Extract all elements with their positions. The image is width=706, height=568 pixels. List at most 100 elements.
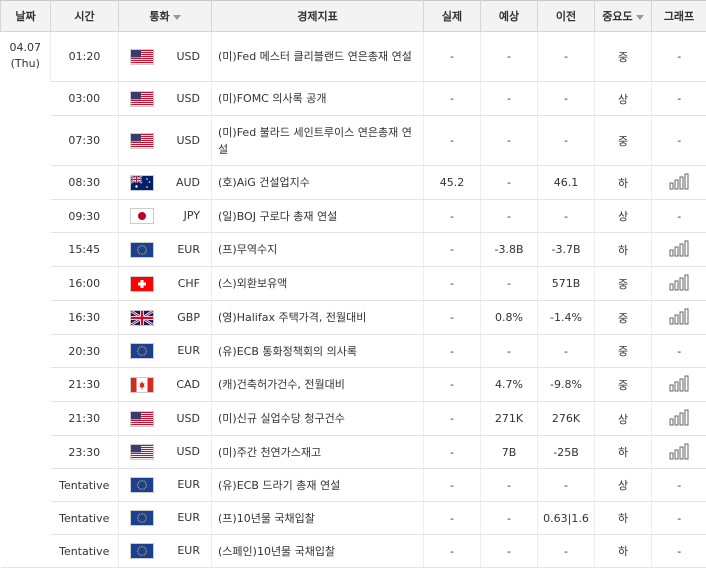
currency-cell: USD <box>119 436 212 469</box>
graph-cell: - <box>652 32 706 82</box>
previous-cell: -1.4% <box>538 301 595 335</box>
currency-cell: EUR <box>119 502 212 535</box>
currency-code: USD <box>154 92 200 105</box>
importance-dropdown-icon[interactable] <box>636 15 644 20</box>
forecast-cell: - <box>481 200 538 233</box>
currency-cell: EUR <box>119 233 212 267</box>
us-flag-icon <box>130 133 154 149</box>
importance-cell: 상 <box>595 402 652 436</box>
importance-cell: 중 <box>595 335 652 368</box>
bar-chart-icon[interactable] <box>669 172 689 193</box>
importance-cell: 하 <box>595 502 652 535</box>
indicator-cell[interactable]: (미)신규 실업수당 청구건수 <box>212 402 424 436</box>
graph-cell: - <box>652 116 706 166</box>
currency-cell: CAD <box>119 368 212 402</box>
au-flag-icon <box>130 175 154 191</box>
indicator-cell[interactable]: (스페인)10년물 국채입찰 <box>212 535 424 568</box>
actual-cell: 45.2 <box>424 166 481 200</box>
indicator-cell[interactable]: (미)Fed 메스터 클리블랜드 연은총재 연설 <box>212 32 424 82</box>
actual-cell: - <box>424 469 481 502</box>
currency-code: CHF <box>154 277 200 290</box>
currency-code: USD <box>154 412 200 425</box>
indicator-cell[interactable]: (유)ECB 통화정책회의 의사록 <box>212 335 424 368</box>
previous-cell: - <box>538 469 595 502</box>
eu-flag-icon <box>130 242 154 258</box>
actual-cell: - <box>424 368 481 402</box>
currency-dropdown-icon[interactable] <box>173 15 181 20</box>
column-header-currency[interactable]: 통화 <box>119 1 212 32</box>
bar-chart-icon[interactable] <box>669 307 689 328</box>
bar-chart-icon[interactable] <box>669 408 689 429</box>
actual-cell: - <box>424 82 481 116</box>
importance-cell: 하 <box>595 233 652 267</box>
indicator-cell[interactable]: (스)외환보유액 <box>212 267 424 301</box>
graph-cell: - <box>652 469 706 502</box>
date-day: 04.07 <box>3 40 49 56</box>
graph-cell <box>652 368 706 402</box>
previous-cell: - <box>538 82 595 116</box>
time-cell: 03:00 <box>51 82 119 116</box>
indicator-cell[interactable]: (미)FOMC 의사록 공개 <box>212 82 424 116</box>
time-cell: 09:30 <box>51 200 119 233</box>
indicator-cell[interactable]: (영)Halifax 주택가격, 전월대비 <box>212 301 424 335</box>
column-header-importance[interactable]: 중요도 <box>595 1 652 32</box>
date-cell: 04.07(Thu) <box>1 32 51 568</box>
forecast-cell: - <box>481 32 538 82</box>
indicator-cell[interactable]: (프)무역수지 <box>212 233 424 267</box>
ch-flag-icon <box>130 276 154 292</box>
currency-code: EUR <box>154 478 200 491</box>
currency-cell: JPY <box>119 200 212 233</box>
time-cell: Tentative <box>51 535 119 568</box>
column-header-time: 시간 <box>51 1 119 32</box>
indicator-cell[interactable]: (미)Fed 불라드 세인트루이스 연은총재 연설 <box>212 116 424 166</box>
bar-chart-icon[interactable] <box>669 442 689 463</box>
currency-cell: AUD <box>119 166 212 200</box>
graph-cell: - <box>652 200 706 233</box>
currency-code: GBP <box>154 311 200 324</box>
indicator-cell[interactable]: (캐)건축허가건수, 전월대비 <box>212 368 424 402</box>
graph-cell <box>652 436 706 469</box>
graph-cell: - <box>652 535 706 568</box>
forecast-cell: 271K <box>481 402 538 436</box>
indicator-cell[interactable]: (프)10년물 국채입찰 <box>212 502 424 535</box>
indicator-cell[interactable]: (미)주간 천연가스재고 <box>212 436 424 469</box>
forecast-cell: -3.8B <box>481 233 538 267</box>
bar-chart-icon[interactable] <box>669 273 689 294</box>
graph-cell <box>652 301 706 335</box>
graph-cell: - <box>652 82 706 116</box>
forecast-cell: - <box>481 166 538 200</box>
previous-cell: 0.63|1.6 <box>538 502 595 535</box>
importance-cell: 하 <box>595 535 652 568</box>
graph-cell <box>652 402 706 436</box>
column-header-previous: 이전 <box>538 1 595 32</box>
actual-cell: - <box>424 402 481 436</box>
currency-cell: CHF <box>119 267 212 301</box>
actual-cell: - <box>424 436 481 469</box>
previous-cell: -9.8% <box>538 368 595 402</box>
bar-chart-icon[interactable] <box>669 374 689 395</box>
bar-chart-icon[interactable] <box>669 239 689 260</box>
indicator-cell[interactable]: (호)AiG 건설업지수 <box>212 166 424 200</box>
indicator-cell[interactable]: (일)BOJ 구로다 총재 연설 <box>212 200 424 233</box>
previous-cell: -25B <box>538 436 595 469</box>
previous-cell: - <box>538 335 595 368</box>
forecast-cell: - <box>481 116 538 166</box>
actual-cell: - <box>424 301 481 335</box>
time-cell: 16:00 <box>51 267 119 301</box>
indicator-cell[interactable]: (유)ECB 드라기 총재 연설 <box>212 469 424 502</box>
